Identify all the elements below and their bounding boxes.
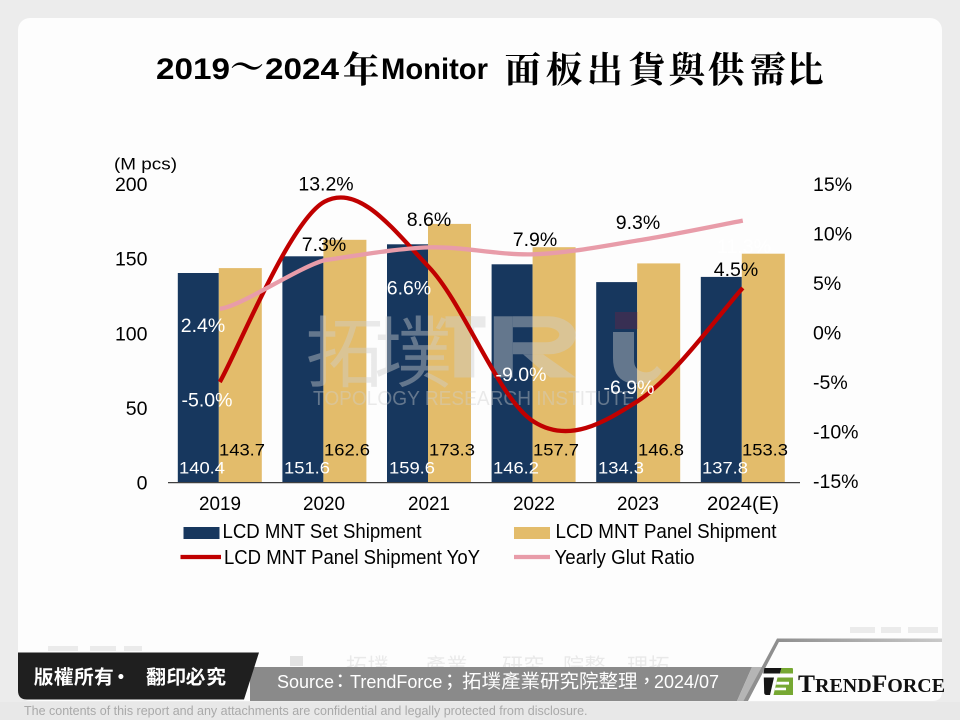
- svg-text:2021: 2021: [408, 493, 450, 515]
- svg-text:2023: 2023: [617, 493, 659, 515]
- svg-text:100: 100: [115, 323, 148, 345]
- svg-text:The contents of this report an: The contents of this report and any atta…: [24, 704, 588, 718]
- svg-text:137.8: 137.8: [702, 460, 748, 478]
- svg-text:-15%: -15%: [813, 471, 859, 493]
- svg-text:LCD MNT Panel Shipment YoY: LCD MNT Panel Shipment YoY: [224, 547, 480, 569]
- svg-text:2019: 2019: [199, 493, 241, 515]
- svg-text:6.6%: 6.6%: [387, 278, 431, 300]
- svg-text:157.7: 157.7: [533, 441, 579, 459]
- svg-text:-5%: -5%: [813, 372, 848, 394]
- svg-text:-5.0%: -5.0%: [182, 390, 233, 412]
- svg-text:143.7: 143.7: [219, 441, 265, 459]
- svg-text:0: 0: [137, 473, 148, 495]
- svg-text:9.3%: 9.3%: [616, 212, 660, 234]
- svg-text:LCD MNT Panel Shipment: LCD MNT Panel Shipment: [556, 521, 777, 543]
- svg-text:Monitor: Monitor: [381, 53, 488, 86]
- svg-text:2024(E): 2024(E): [707, 493, 779, 515]
- svg-text:4.5%: 4.5%: [714, 259, 758, 281]
- svg-text:7.9%: 7.9%: [513, 229, 557, 251]
- svg-text:TrendForce: TrendForce: [350, 672, 442, 692]
- svg-text:11.3%: 11.3%: [717, 236, 771, 258]
- svg-text:146.8: 146.8: [638, 441, 684, 459]
- svg-text:2020: 2020: [303, 493, 345, 515]
- svg-text:TOPOLOGY RESEARCH INSTITUTE: TOPOLOGY RESEARCH INSTITUTE: [313, 388, 635, 410]
- svg-text:2024: 2024: [265, 53, 339, 86]
- svg-text:200: 200: [115, 174, 148, 196]
- svg-text:140.4: 140.4: [179, 460, 225, 478]
- svg-text:2022: 2022: [513, 493, 555, 515]
- svg-text:0%: 0%: [813, 323, 841, 345]
- svg-text:(M pcs): (M pcs): [114, 156, 177, 174]
- svg-text:173.3: 173.3: [429, 441, 475, 459]
- svg-text:2024/07: 2024/07: [654, 672, 719, 692]
- svg-text:10%: 10%: [813, 224, 852, 246]
- svg-text:5%: 5%: [813, 273, 841, 295]
- svg-text:-10%: -10%: [813, 422, 859, 444]
- svg-text:Yearly Glut Ratio: Yearly Glut Ratio: [555, 547, 695, 569]
- svg-text:153.3: 153.3: [742, 441, 788, 459]
- svg-text:8.6%: 8.6%: [407, 209, 451, 231]
- svg-text:7.3%: 7.3%: [302, 234, 346, 256]
- svg-text:159.6: 159.6: [389, 460, 435, 478]
- svg-text:134.3: 134.3: [598, 460, 644, 478]
- svg-text:151.6: 151.6: [284, 460, 330, 478]
- svg-text:-9.0%: -9.0%: [496, 364, 547, 386]
- svg-text:162.6: 162.6: [324, 441, 370, 459]
- svg-text:LCD MNT Set Shipment: LCD MNT Set Shipment: [223, 521, 422, 543]
- svg-text:146.2: 146.2: [493, 460, 539, 478]
- svg-text:50: 50: [126, 398, 148, 420]
- svg-text:-6.9%: -6.9%: [604, 377, 655, 399]
- svg-text:13.2%: 13.2%: [298, 174, 353, 196]
- svg-text:15%: 15%: [813, 174, 852, 196]
- svg-text:2019: 2019: [156, 53, 230, 86]
- svg-text:Source: Source: [277, 672, 334, 692]
- svg-text:150: 150: [115, 249, 148, 271]
- svg-text:2.4%: 2.4%: [181, 315, 225, 337]
